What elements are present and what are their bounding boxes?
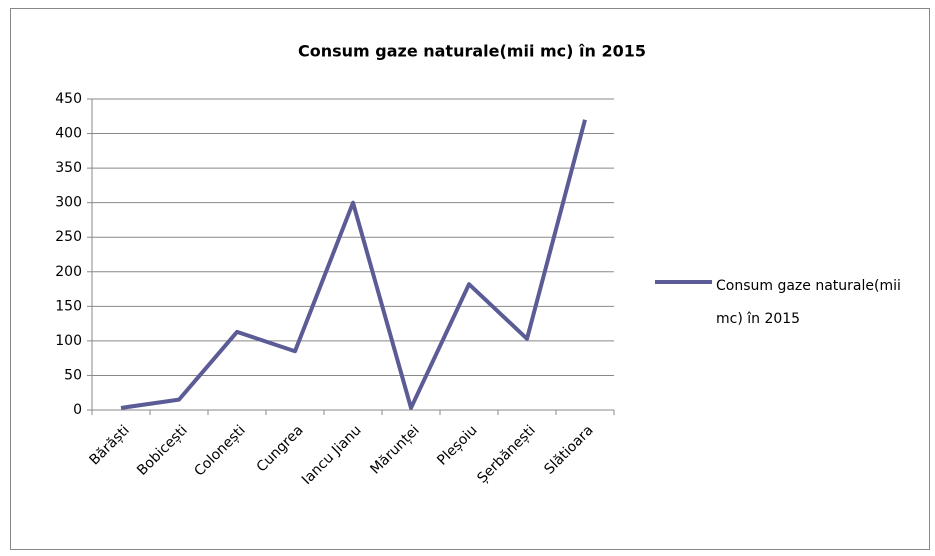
y-tick-label: 200 [55, 264, 82, 280]
y-tick-label: 450 [55, 91, 82, 107]
y-tick-label: 150 [55, 298, 82, 314]
y-tick-label: 400 [55, 126, 82, 142]
y-tick-label: 0 [73, 402, 82, 418]
y-tick-label: 100 [55, 333, 82, 349]
y-tick-label: 350 [55, 160, 82, 176]
line-series [120, 119, 587, 410]
y-tick-label: 250 [55, 229, 82, 245]
legend-label: Consum gaze naturale(mii mc) în 2015 [716, 278, 901, 327]
y-tick-label: 300 [55, 195, 82, 211]
chart-title: Consum gaze naturale(mii mc) în 2015 [298, 42, 646, 61]
y-tick-label: 50 [64, 367, 82, 383]
